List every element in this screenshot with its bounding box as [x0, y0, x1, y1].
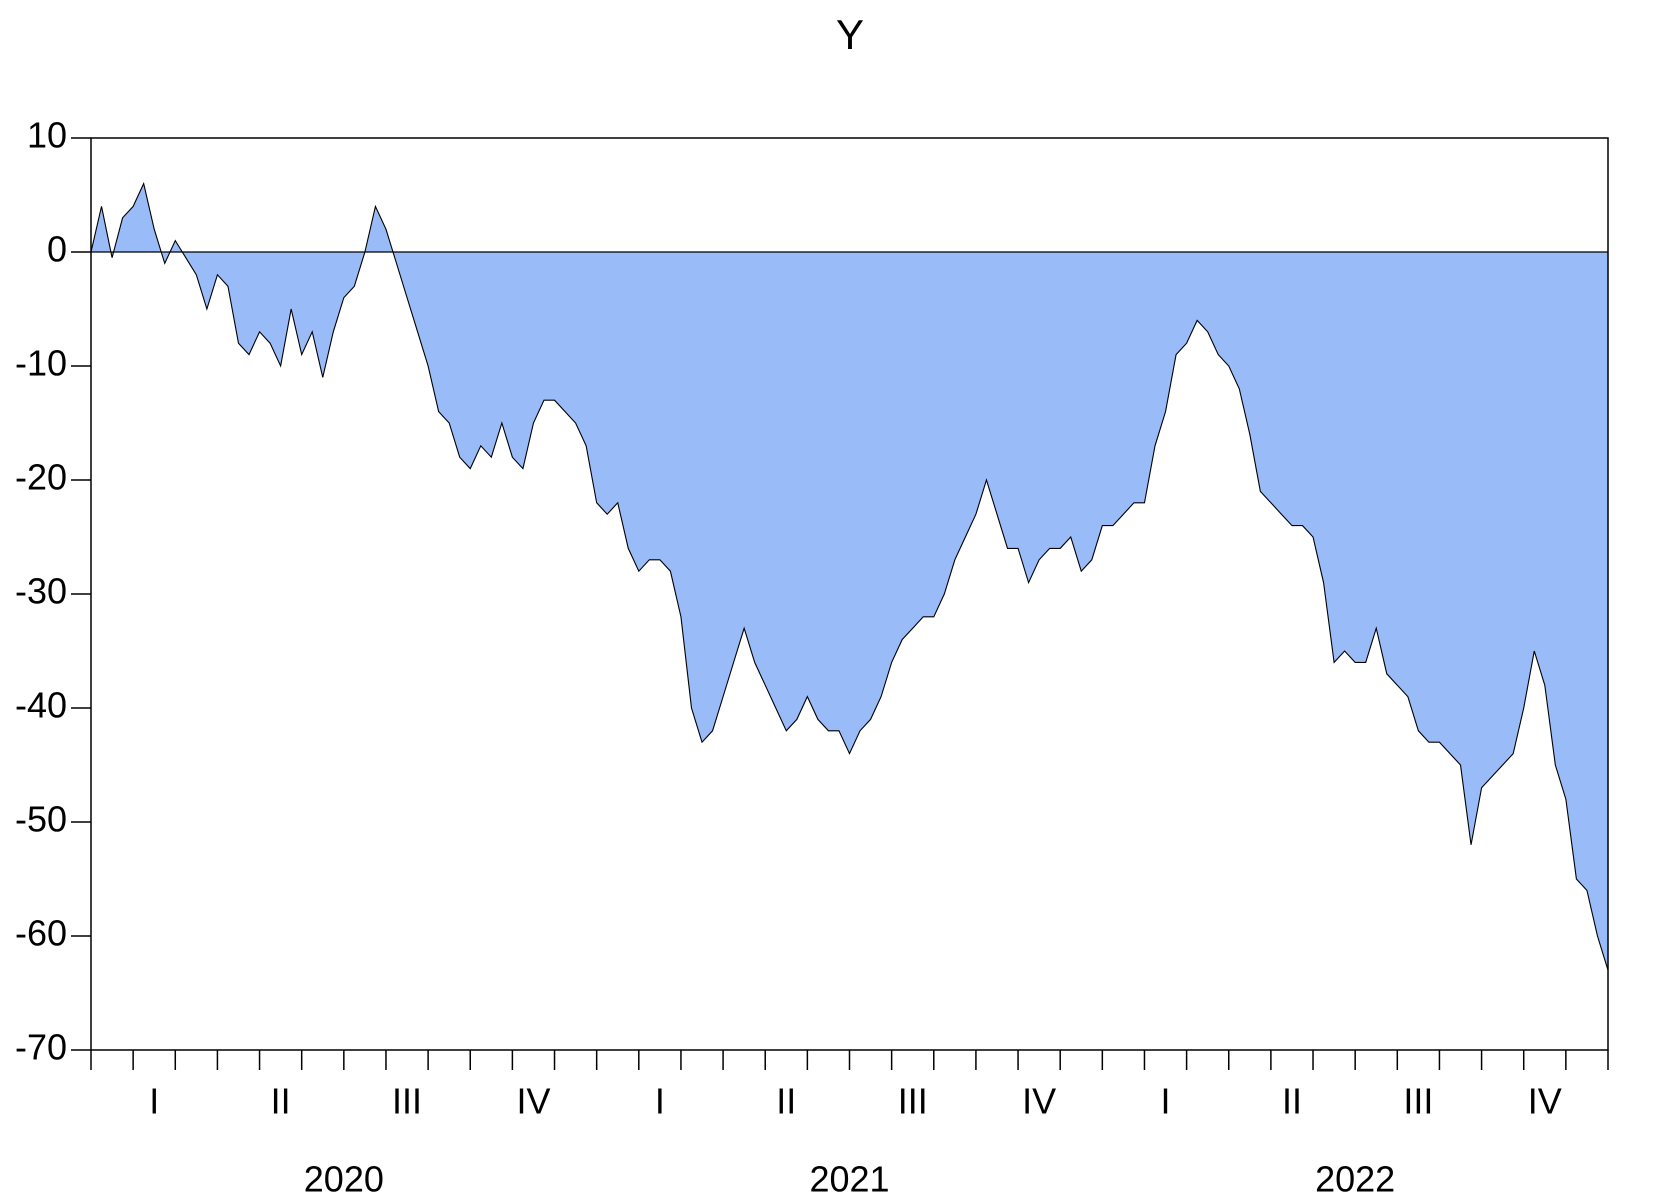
quarter-label: III: [1403, 1081, 1433, 1122]
quarter-label: I: [149, 1081, 159, 1122]
quarter-label: I: [1161, 1081, 1171, 1122]
year-label: 2021: [809, 1159, 889, 1199]
quarter-label: IV: [516, 1081, 550, 1122]
y-tick-label: 0: [47, 229, 67, 270]
quarter-label: III: [898, 1081, 928, 1122]
area-fill: [91, 183, 1608, 971]
y-tick-label: -70: [15, 1027, 67, 1068]
series-line: [90, 181, 1609, 971]
y-tick-label: -40: [15, 685, 67, 726]
y-tick-label: 10: [27, 115, 67, 156]
quarter-label: I: [655, 1081, 665, 1122]
year-label: 2020: [304, 1159, 384, 1199]
y-tick-label: -50: [15, 799, 67, 840]
quarter-label: IV: [1022, 1081, 1056, 1122]
y-tick-label: -10: [15, 343, 67, 384]
quarter-label: II: [271, 1081, 291, 1122]
quarter-label: III: [392, 1081, 422, 1122]
year-label: 2022: [1315, 1159, 1395, 1199]
chart-title: Y: [836, 11, 864, 58]
y-tick-label: -60: [15, 913, 67, 954]
quarter-label: II: [776, 1081, 796, 1122]
y-tick-label: -30: [15, 571, 67, 612]
quarter-label: II: [1282, 1081, 1302, 1122]
quarter-label: IV: [1528, 1081, 1562, 1122]
y-tick-label: -20: [15, 457, 67, 498]
